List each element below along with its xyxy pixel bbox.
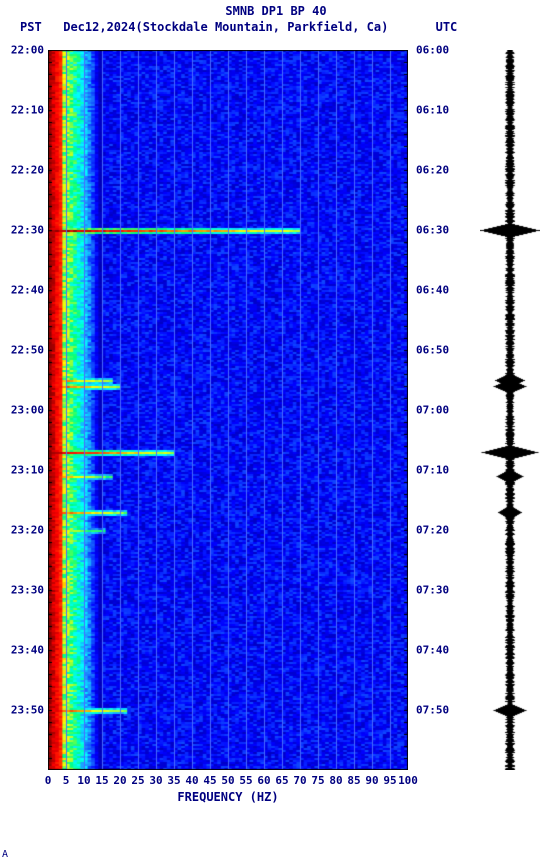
date: Dec12,2024 [63, 20, 135, 34]
x-tick-label: 95 [383, 774, 396, 787]
y-left-tick-label: 22:40 [11, 284, 44, 297]
x-tick-label: 80 [329, 774, 342, 787]
x-tick-label: 90 [365, 774, 378, 787]
y-left-tick-label: 23:10 [11, 464, 44, 477]
y-left-tick-label: 22:00 [11, 44, 44, 57]
x-tick-label: 0 [45, 774, 52, 787]
y-left-tick-label: 22:20 [11, 164, 44, 177]
x-tick-label: 45 [203, 774, 216, 787]
seismogram-canvas [480, 50, 540, 770]
y-left-tick-label: 23:00 [11, 404, 44, 417]
x-tick-label: 25 [131, 774, 144, 787]
y-right-tick-label: 06:50 [416, 344, 449, 357]
y-right-tick-label: 07:50 [416, 704, 449, 717]
seismogram-track [480, 50, 540, 770]
x-tick-label: 65 [275, 774, 288, 787]
x-axis-title: FREQUENCY (HZ) [48, 790, 408, 804]
y-left-tick-label: 22:30 [11, 224, 44, 237]
x-tick-label: 40 [185, 774, 198, 787]
spectrogram-plot [48, 50, 408, 770]
footer-mark: A [2, 849, 8, 860]
y-right-tick-label: 07:00 [416, 404, 449, 417]
y-right-tick-label: 06:10 [416, 104, 449, 117]
title: SMNB DP1 BP 40 [0, 0, 552, 18]
y-left-tick-label: 23:50 [11, 704, 44, 717]
y-right-tick-label: 07:40 [416, 644, 449, 657]
y-right-tick-label: 06:30 [416, 224, 449, 237]
x-tick-label: 55 [239, 774, 252, 787]
x-tick-label: 85 [347, 774, 360, 787]
y-left-tick-label: 23:30 [11, 584, 44, 597]
y-left-tick-label: 23:20 [11, 524, 44, 537]
y-left-tick-label: 22:50 [11, 344, 44, 357]
x-tick-label: 60 [257, 774, 270, 787]
tz-left: PST [20, 20, 56, 34]
y-right-tick-label: 06:40 [416, 284, 449, 297]
y-right-tick-label: 07:30 [416, 584, 449, 597]
y-right-tick-label: 07:10 [416, 464, 449, 477]
x-tick-label: 10 [77, 774, 90, 787]
y-right-tick-label: 06:20 [416, 164, 449, 177]
subtitle-row: PST Dec12,2024(Stockdale Mountain, Parkf… [0, 18, 552, 34]
y-right-tick-label: 07:20 [416, 524, 449, 537]
x-tick-label: 35 [167, 774, 180, 787]
x-tick-label: 15 [95, 774, 108, 787]
x-tick-label: 30 [149, 774, 162, 787]
y-right-tick-label: 06:00 [416, 44, 449, 57]
location: (Stockdale Mountain, Parkfield, Ca) [135, 20, 388, 34]
y-axis-right-labels: 06:0006:1006:2006:3006:4006:5007:0007:10… [410, 50, 456, 770]
y-left-tick-label: 23:40 [11, 644, 44, 657]
y-axis-left-labels: 22:0022:1022:2022:3022:4022:5023:0023:10… [0, 50, 46, 770]
x-tick-label: 20 [113, 774, 126, 787]
tz-right: UTC [436, 20, 458, 34]
x-tick-label: 50 [221, 774, 234, 787]
x-tick-label: 70 [293, 774, 306, 787]
x-tick-label: 100 [398, 774, 418, 787]
y-left-tick-label: 22:10 [11, 104, 44, 117]
x-tick-label: 5 [63, 774, 70, 787]
spectrogram-canvas [48, 50, 408, 770]
x-tick-label: 75 [311, 774, 324, 787]
figure-container: SMNB DP1 BP 40 PST Dec12,2024(Stockdale … [0, 0, 552, 864]
